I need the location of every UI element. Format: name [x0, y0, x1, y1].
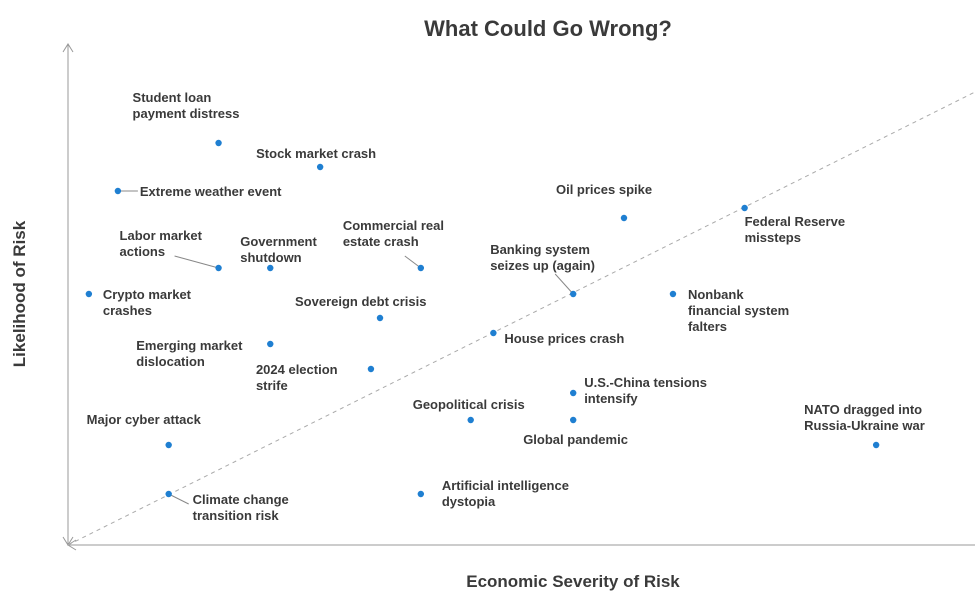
- leader-line: [168, 493, 189, 505]
- point-label: Geopolitical crisis: [412, 397, 525, 412]
- point-label: NATO dragged into Russia-Ukraine war: [804, 402, 925, 433]
- point-label: Major cyber attack: [86, 412, 201, 427]
- point-label: Student loan payment distress: [132, 90, 240, 121]
- chart-title: What Could Go Wrong?: [424, 16, 672, 41]
- point: [165, 490, 172, 498]
- point: [267, 340, 274, 348]
- point: [215, 139, 222, 147]
- point: [376, 314, 384, 322]
- point-label: Crypto market crashes: [102, 287, 191, 318]
- point: [165, 441, 172, 449]
- point-label: Banking system seizes up (again): [490, 242, 595, 273]
- point: [669, 290, 677, 298]
- point-label: Labor market actions: [119, 228, 202, 259]
- point-label: Extreme weather event: [139, 184, 282, 199]
- point: [85, 290, 93, 298]
- point-label: Artificial intelligence dystopia: [441, 478, 569, 509]
- point: [872, 441, 880, 449]
- point: [490, 329, 497, 337]
- point-label: Government shutdown: [240, 234, 317, 265]
- point-label: House prices crash: [504, 331, 625, 346]
- point-label: 2024 election strife: [255, 362, 338, 393]
- point: [467, 416, 474, 424]
- point-label: Global pandemic: [523, 432, 628, 447]
- point-label: Commercial real estate crash: [342, 218, 444, 249]
- y-axis-title: Likelihood of Risk: [10, 220, 29, 368]
- point: [267, 264, 274, 272]
- point: [620, 214, 628, 222]
- point: [367, 365, 375, 373]
- leader-line: [174, 255, 219, 269]
- point: [417, 490, 425, 498]
- leader-line: [554, 273, 574, 295]
- point: [569, 290, 577, 298]
- point-label: Stock market crash: [256, 146, 377, 161]
- point-label: Nonbank financial system falters: [687, 287, 790, 334]
- point: [215, 264, 222, 272]
- point: [316, 163, 324, 171]
- point: [741, 204, 748, 212]
- point: [417, 264, 425, 272]
- point-label: Oil prices spike: [555, 182, 653, 197]
- point-label: Sovereign debt crisis: [295, 294, 427, 309]
- point: [114, 187, 122, 195]
- point-label: Federal Reserve missteps: [744, 214, 846, 245]
- x-axis-title: Economic Severity of Risk: [466, 572, 680, 591]
- point-label: U.S.-China tensions intensify: [584, 375, 707, 406]
- leader-line: [404, 255, 422, 269]
- diagonal: [67, 91, 975, 546]
- point: [569, 389, 577, 397]
- point-label: Climate change transition risk: [192, 492, 289, 523]
- y-arrow: [62, 43, 74, 53]
- point-label: Emerging market dislocation: [136, 338, 243, 369]
- point: [569, 416, 577, 424]
